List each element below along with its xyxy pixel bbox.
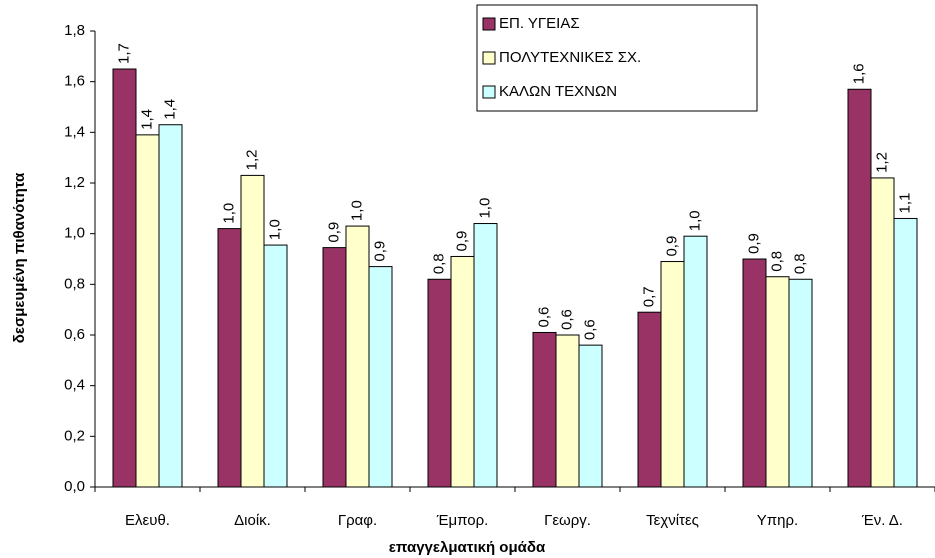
y-tick-label: 1,4	[64, 123, 85, 140]
value-label: 0,9	[745, 233, 762, 254]
value-label: 0,7	[640, 286, 657, 307]
value-label: 1,4	[161, 99, 178, 120]
value-label: 0,6	[581, 319, 598, 340]
bar	[847, 88, 872, 488]
y-tick-label: 0,6	[64, 326, 85, 343]
bar	[893, 217, 918, 488]
value-label: 0,6	[535, 307, 552, 328]
value-label: 0,9	[453, 231, 470, 252]
y-tick-label: 0,8	[64, 275, 85, 292]
bar	[427, 278, 452, 488]
y-tick-label: 0,4	[64, 377, 85, 394]
value-label: 1,0	[348, 200, 365, 221]
y-tick-label: 0,2	[64, 427, 85, 444]
bar	[637, 311, 662, 488]
x-tick-label: Διοίκ.	[234, 512, 271, 529]
bar	[217, 228, 242, 488]
bar	[322, 247, 347, 488]
legend-swatch	[482, 85, 496, 99]
x-tick-label: Ελευθ.	[125, 512, 170, 529]
bar	[660, 261, 685, 488]
bar	[345, 225, 370, 488]
x-tick-label: Υπηρ.	[757, 512, 798, 529]
legend-swatch	[482, 17, 496, 31]
bar	[368, 266, 393, 488]
value-label: 0,9	[371, 241, 388, 262]
x-axis-title: επαγγελματική ομάδα	[389, 539, 546, 556]
bar	[870, 177, 895, 488]
bar	[240, 174, 265, 488]
legend-swatch	[482, 51, 496, 65]
x-tick-label: Έν. Δ.	[861, 512, 903, 529]
bar	[788, 278, 813, 488]
y-tick-label: 1,2	[64, 174, 85, 191]
y-tick-label: 1,6	[64, 73, 85, 90]
y-axis-title: δεσμευμένη πιθανότητα	[11, 172, 28, 343]
value-label: 0,9	[325, 222, 342, 243]
x-tick-label: Γεωργ.	[544, 512, 591, 529]
bar	[135, 134, 160, 488]
bar	[263, 244, 288, 488]
bar	[683, 235, 708, 488]
legend-label: ΠΟΛΥΤΕΧΝΙΚΕΣ ΣΧ.	[499, 49, 641, 66]
bar	[532, 331, 557, 488]
value-label: 1,2	[873, 152, 890, 173]
value-label: 0,8	[430, 253, 447, 274]
value-label: 1,0	[220, 203, 237, 224]
value-label: 1,7	[115, 43, 132, 64]
bar	[473, 223, 498, 488]
value-label: 0,8	[791, 253, 808, 274]
bar	[158, 124, 183, 488]
value-label: 1,2	[243, 150, 260, 171]
value-label: 1,0	[266, 219, 283, 240]
y-tick-label: 1,8	[64, 22, 85, 39]
x-tick-label: Γραφ.	[338, 512, 377, 529]
value-label: 0,6	[558, 309, 575, 330]
bar	[112, 68, 137, 488]
value-label: 1,0	[686, 210, 703, 231]
value-label: 0,8	[768, 251, 785, 272]
value-label: 1,6	[850, 63, 867, 84]
bar	[555, 334, 580, 488]
legend-box	[476, 4, 758, 112]
bar	[578, 344, 603, 488]
value-label: 1,0	[476, 198, 493, 219]
value-label: 1,4	[138, 109, 155, 130]
bar	[742, 258, 767, 488]
value-label: 1,1	[896, 193, 913, 214]
y-tick-label: 1,0	[64, 225, 85, 242]
x-tick-label: Έμπορ.	[436, 512, 489, 529]
x-tick-label: Τεχνίτες	[646, 512, 699, 529]
legend-label: ΚΑΛΩΝ ΤΕΧΝΩΝ	[499, 83, 617, 100]
bar	[450, 255, 475, 488]
bar	[765, 276, 790, 488]
legend-label: ΕΠ. ΥΓΕΙΑΣ	[499, 15, 580, 32]
value-label: 0,9	[663, 236, 680, 257]
y-tick-label: 0,0	[64, 478, 85, 495]
